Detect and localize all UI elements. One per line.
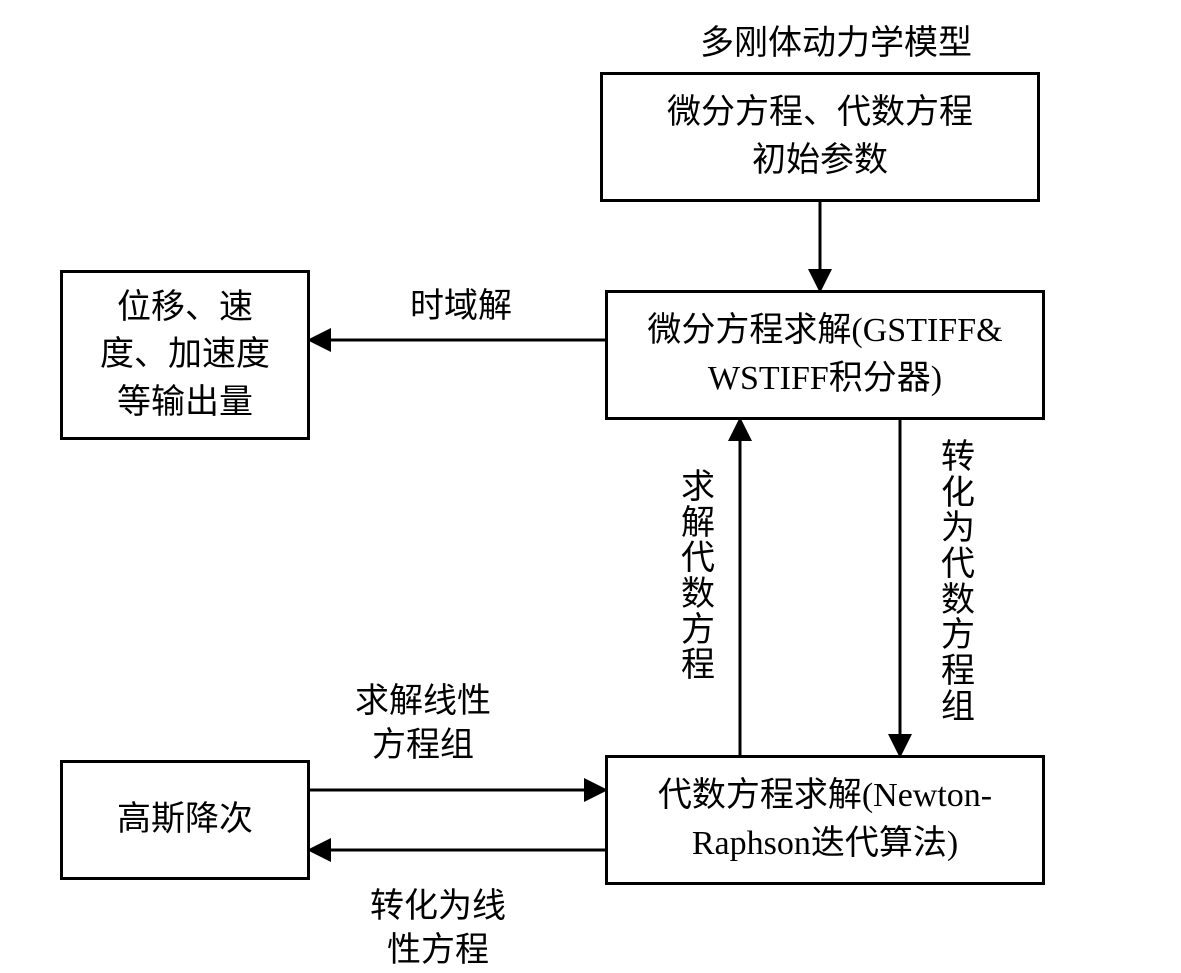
box-gauss-text: 高斯降次 (117, 796, 253, 844)
diagram-title: 多刚体动力学模型 (700, 22, 972, 66)
label-solve-linear: 求解线性 方程组 (355, 680, 491, 768)
box-algebraic-solver-text: 代数方程求解(Newton- Raphson迭代算法) (658, 772, 992, 867)
box-diffeq-solver: 微分方程求解(GSTIFF& WSTIFF积分器) (605, 290, 1045, 420)
box-diffeq-solver-text: 微分方程求解(GSTIFF& WSTIFF积分器) (647, 307, 1002, 402)
box-output-text: 位移、速 度、加速度 等输出量 (100, 284, 270, 427)
box-gauss: 高斯降次 (60, 760, 310, 880)
box-init-params: 微分方程、代数方程 初始参数 (600, 72, 1040, 202)
box-output: 位移、速 度、加速度 等输出量 (60, 270, 310, 440)
box-init-params-text: 微分方程、代数方程 初始参数 (667, 89, 973, 184)
box-algebraic-solver: 代数方程求解(Newton- Raphson迭代算法) (605, 755, 1045, 885)
label-to-linear: 转化为线 性方程 (370, 885, 506, 973)
label-time-domain: 时域解 (410, 285, 512, 329)
label-solve-algebraic: 求 解 代 数 方 程 (680, 470, 716, 684)
label-to-algebraic: 转 化 为 代 数 方 程 组 (940, 440, 976, 726)
